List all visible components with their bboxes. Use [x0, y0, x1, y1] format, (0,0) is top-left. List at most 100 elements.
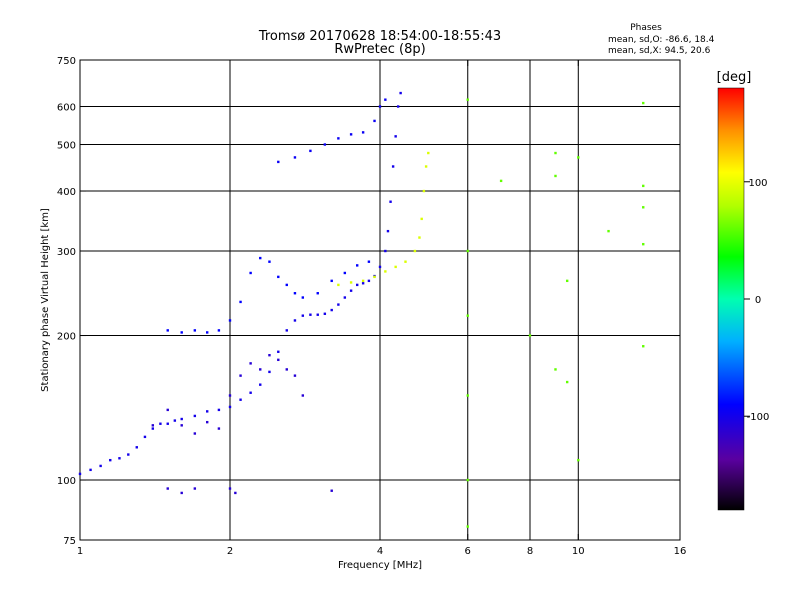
data-point [642, 345, 645, 348]
colorbar-tick-label: 100 [748, 178, 767, 189]
data-point [180, 331, 183, 334]
data-point [166, 329, 169, 332]
data-point [166, 422, 169, 425]
data-point [228, 394, 232, 397]
y-tick-label: 200 [57, 332, 76, 343]
data-point [173, 419, 177, 422]
data-point [217, 408, 221, 412]
data-point [268, 370, 271, 374]
data-point [89, 468, 92, 472]
data-point [268, 260, 271, 263]
data-point [349, 133, 353, 136]
data-point [277, 275, 280, 279]
data-point [228, 319, 232, 322]
x-tick-label: 8 [527, 546, 533, 557]
data-point [420, 217, 423, 221]
data-point [418, 236, 421, 239]
data-point [180, 417, 183, 421]
data-point [217, 329, 221, 332]
data-point [285, 368, 288, 371]
data-point [528, 334, 532, 337]
data-point [277, 160, 280, 164]
x-tick-label: 2 [227, 546, 233, 557]
data-point [316, 292, 319, 295]
data-point [205, 410, 209, 413]
x-tick-label: 4 [377, 546, 383, 557]
y-tick-label: 500 [57, 141, 76, 152]
data-point [337, 137, 340, 140]
phase-heading: Phases [630, 23, 662, 33]
data-point [565, 380, 569, 384]
data-point [239, 374, 242, 377]
colorbar-tick-label: 0 [755, 295, 761, 306]
data-point [309, 149, 312, 153]
y-tick-label: 400 [57, 187, 76, 198]
x-axis-label: Frequency [MHz] [338, 560, 422, 571]
data-point [323, 312, 327, 315]
data-point [180, 491, 183, 495]
data-point [389, 200, 392, 203]
data-point [386, 229, 390, 233]
data-point [554, 151, 557, 155]
data-point [330, 279, 333, 283]
data-point [330, 308, 333, 312]
data-point [394, 135, 397, 138]
data-point [293, 374, 297, 377]
data-point [193, 432, 197, 435]
data-point [228, 487, 232, 490]
data-point [109, 458, 112, 462]
data-point [193, 329, 197, 332]
data-point [378, 105, 382, 108]
data-point [316, 313, 319, 316]
data-point [259, 256, 262, 260]
data-point [384, 98, 387, 101]
data-point [378, 265, 382, 269]
chart-subtitle: RwPretec (8p) [334, 42, 425, 57]
data-point [228, 405, 232, 409]
data-point [337, 303, 340, 306]
data-point [466, 394, 469, 397]
data-point [78, 472, 82, 476]
data-point [361, 131, 365, 134]
x-tick-label: 10 [572, 546, 585, 557]
data-point [607, 229, 610, 233]
data-point [349, 281, 353, 284]
data-point [355, 283, 359, 287]
data-point [234, 491, 237, 495]
data-point [293, 156, 297, 159]
data-point [384, 249, 387, 253]
data-point [554, 368, 557, 371]
data-point [323, 143, 327, 146]
data-point [391, 165, 395, 168]
data-point [499, 179, 503, 183]
x-tick-label: 1 [77, 546, 83, 557]
data-point [466, 98, 469, 101]
data-point [249, 362, 252, 365]
data-point [118, 457, 121, 460]
data-point [151, 424, 155, 427]
y-tick-label: 300 [57, 247, 76, 258]
data-point [554, 174, 557, 178]
data-point [205, 331, 209, 334]
data-point [343, 296, 347, 299]
y-tick-label: 75 [63, 536, 76, 547]
data-point [259, 383, 262, 386]
data-point [466, 525, 469, 528]
data-point [413, 249, 417, 253]
data-point [427, 151, 430, 155]
x-tick-label: 16 [674, 546, 687, 557]
data-point [422, 189, 426, 193]
data-point [277, 358, 280, 362]
phase-o-stats: mean, sd,O: -86.6, 18.4 [608, 35, 715, 45]
colorbar-label: [deg] [717, 70, 752, 85]
data-point [293, 319, 297, 322]
data-point [301, 314, 305, 317]
data-point [384, 270, 387, 273]
data-point [127, 453, 130, 456]
data-point [249, 271, 252, 275]
data-point [565, 279, 569, 283]
data-point [349, 289, 353, 292]
data-point [249, 391, 252, 394]
colorbar [717, 87, 745, 511]
colorbar-ticks: 100 0 -100 [744, 178, 769, 423]
